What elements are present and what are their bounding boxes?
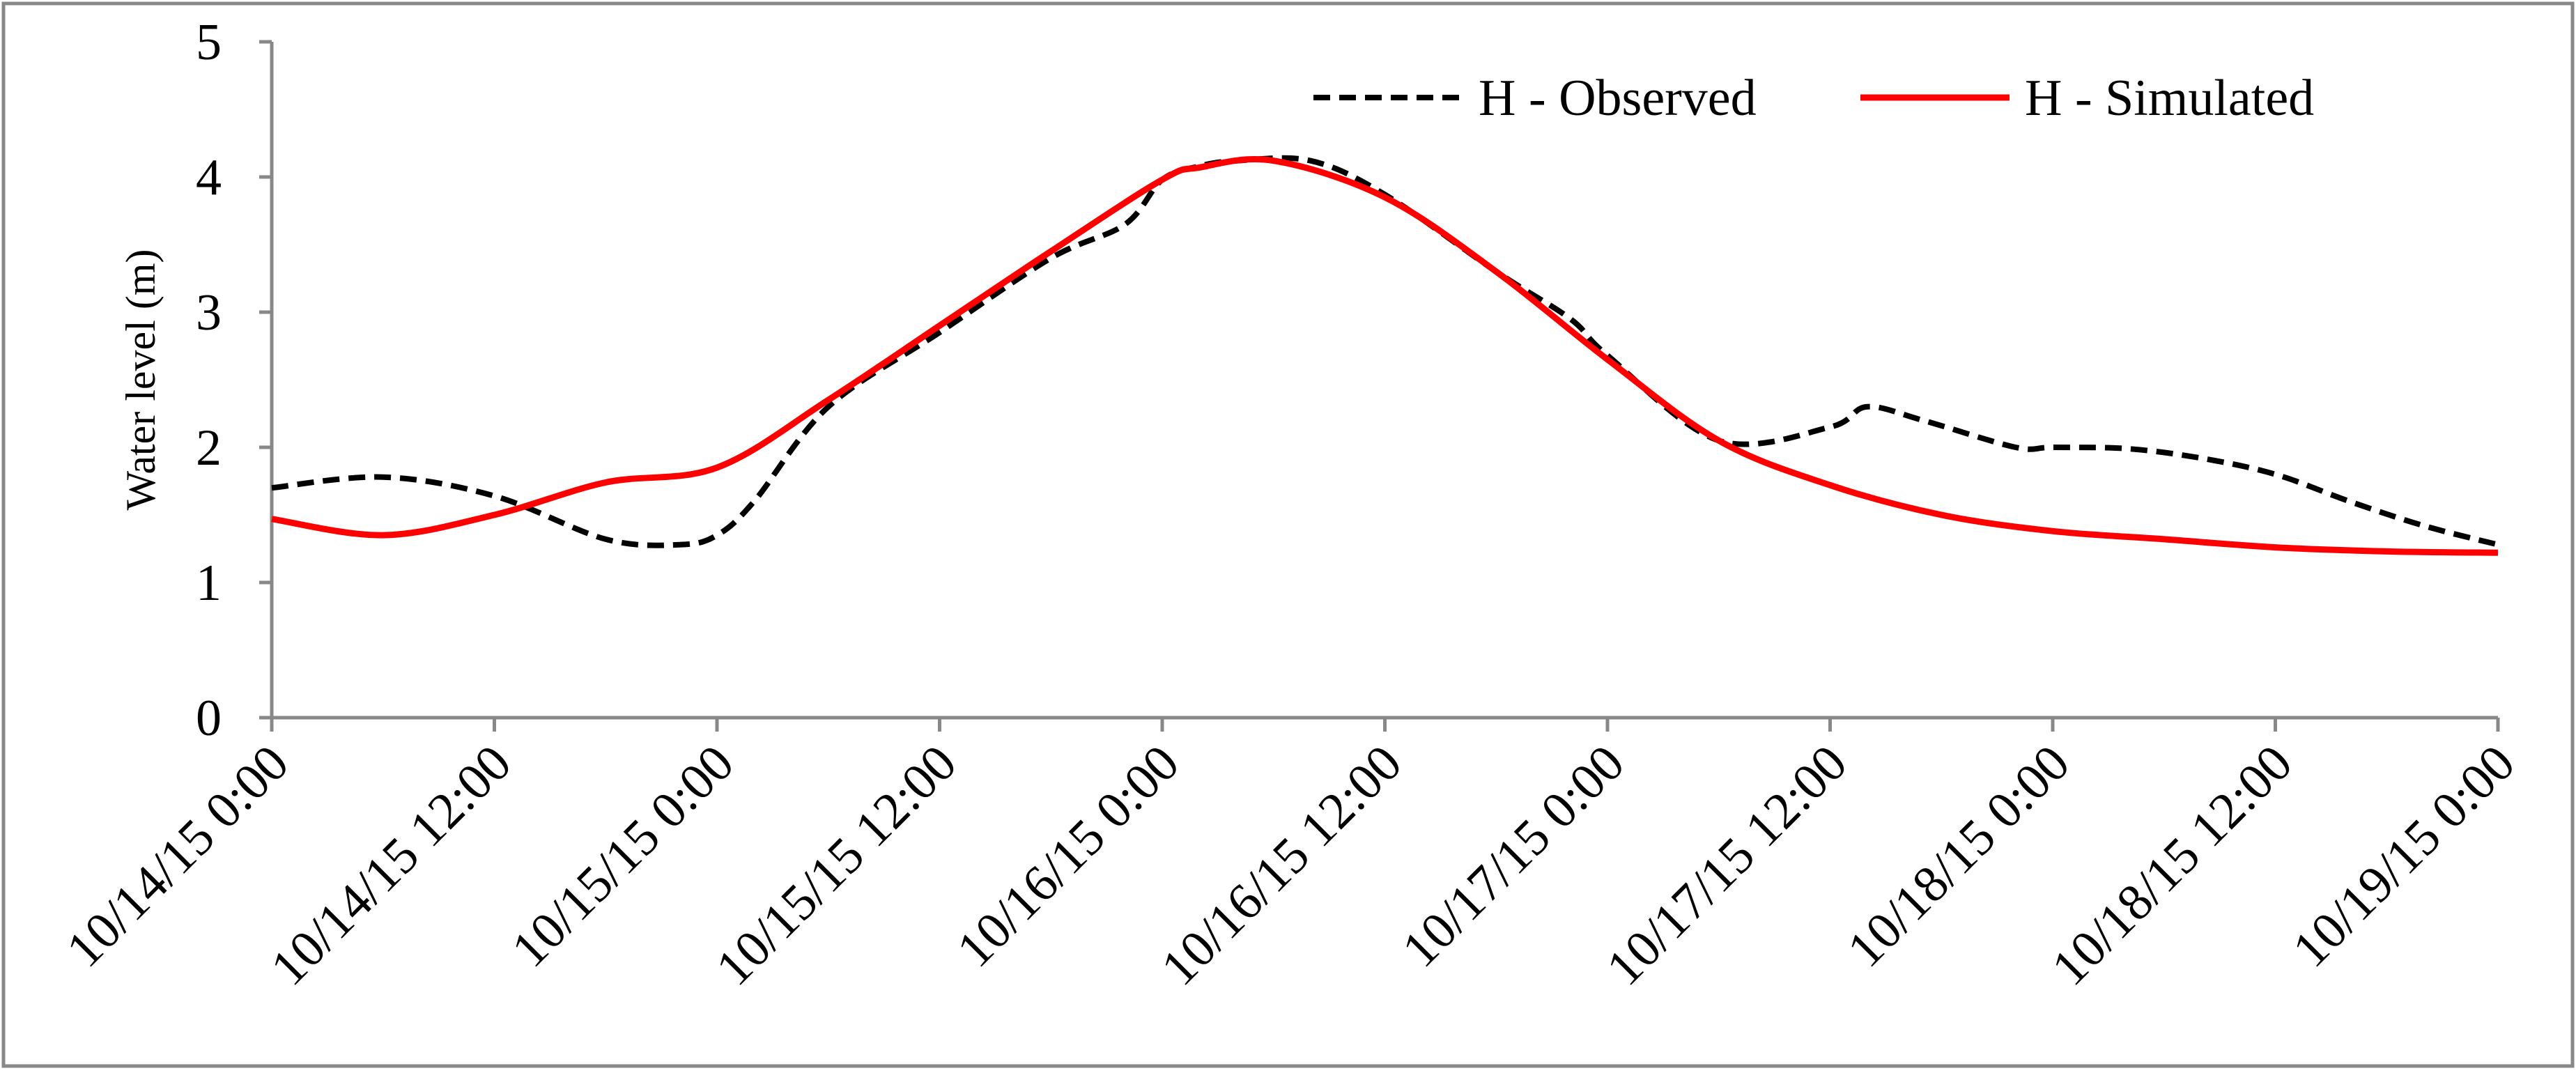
legend-simulated-label: H - Simulated: [2025, 70, 2314, 127]
y-tick-label: 0: [196, 690, 222, 747]
y-tick-label: 1: [196, 555, 222, 612]
y-tick-label: 2: [196, 419, 222, 477]
y-tick-label: 4: [196, 149, 222, 206]
series: [271, 155, 2499, 556]
y-ticks: 0 1 2 3 4 5: [196, 14, 272, 747]
legend: H - Observed H - Simulated: [1313, 70, 2314, 127]
series-line-simulated: [271, 156, 2499, 556]
y-tick-label: 5: [196, 14, 222, 71]
y-axis-title: Water level (m): [118, 249, 164, 511]
legend-observed-label: H - Observed: [1479, 70, 1757, 127]
y-tick-label: 3: [196, 284, 222, 341]
